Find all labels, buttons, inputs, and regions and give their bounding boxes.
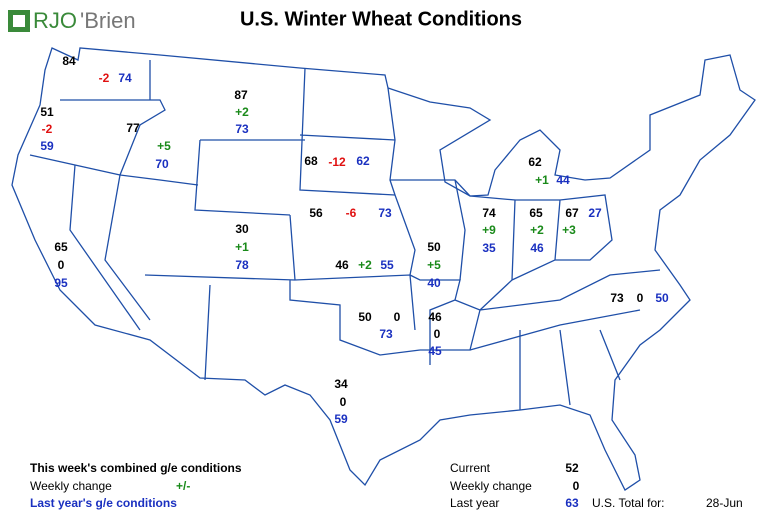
state-change: -12 [328, 155, 346, 169]
state-change: 0 [637, 291, 644, 305]
summary-label: Current [450, 461, 491, 475]
summary-label: Weekly change [450, 479, 532, 493]
state-last-year: 78 [235, 258, 249, 272]
logo-text: RJO [33, 8, 77, 33]
state-change: -2 [99, 71, 110, 85]
state-last-year: 44 [556, 173, 570, 187]
state-current: 51 [40, 105, 54, 119]
state-current: 65 [54, 240, 68, 254]
state-last-year: 50 [655, 291, 669, 305]
state-last-year: 45 [428, 344, 442, 358]
legend-current: This week's combined g/e conditions [30, 461, 242, 475]
state-last-year: 40 [427, 276, 441, 290]
state-current: 50 [427, 240, 441, 254]
state-border [60, 99, 199, 186]
logo: RJO 'Brien [8, 8, 136, 33]
legend-change-sign: +/- [176, 479, 190, 493]
state-change: 0 [340, 395, 347, 409]
state-last-year: 55 [380, 258, 394, 272]
summary-value: 63 [565, 496, 579, 510]
state-border [69, 164, 141, 331]
legend-last-year: Last year's g/e conditions [30, 496, 177, 510]
state-border [387, 87, 661, 410]
logo-icon-inner [13, 15, 25, 27]
outline [11, 47, 756, 491]
state-current: 87 [234, 88, 248, 102]
state-change: +2 [235, 105, 249, 119]
state-change: +1 [235, 240, 249, 254]
state-current: 62 [528, 155, 542, 169]
state-change: +5 [157, 139, 171, 153]
state-last-year: 73 [378, 206, 392, 220]
state-values: 84 -2 74 51 -2 59 77 +5 70 87 +2 73 68 -12 62 56 -6 73 30 +… [40, 54, 669, 426]
summary-label: U.S. Total for: [592, 496, 664, 510]
state-change: +2 [530, 223, 544, 237]
summary-value: 0 [573, 479, 580, 493]
state-last-year: 74 [118, 71, 132, 85]
state-current: 30 [235, 222, 249, 236]
state-change: 0 [394, 310, 401, 324]
state-current: 56 [309, 206, 323, 220]
logo-text: 'Brien [80, 8, 136, 33]
state-last-year: 27 [588, 206, 602, 220]
state-last-year: 59 [334, 412, 348, 426]
legend-change: Weekly change [30, 479, 112, 493]
state-last-year: 73 [379, 327, 393, 341]
state-last-year: 35 [482, 241, 496, 255]
state-current: 73 [610, 291, 624, 305]
state-change: 0 [58, 258, 65, 272]
state-last-year: 59 [40, 139, 54, 153]
state-border [144, 60, 481, 381]
state-current: 46 [335, 258, 349, 272]
title: U.S. Winter Wheat Conditions [240, 8, 522, 30]
state-change: 0 [434, 327, 441, 341]
state-current: 65 [529, 206, 543, 220]
state-current: 34 [334, 377, 348, 391]
state-current: 46 [428, 310, 442, 324]
state-last-year: 95 [54, 276, 68, 290]
state-current: 68 [304, 154, 318, 168]
state-change: +3 [562, 223, 576, 237]
summary-date: 28-Jun [706, 496, 743, 510]
state-current: 74 [482, 206, 496, 220]
state-last-year: 46 [530, 241, 544, 255]
state-change: +1 [535, 173, 549, 187]
state-current: 84 [62, 54, 76, 68]
state-current: 50 [358, 310, 372, 324]
state-change: +5 [427, 258, 441, 272]
state-last-year: 73 [235, 122, 249, 136]
summary-label: Last year [450, 496, 499, 510]
state-last-year: 70 [155, 157, 169, 171]
state-last-year: 62 [356, 154, 370, 168]
state-change: -2 [42, 122, 53, 136]
state-current: 67 [565, 206, 579, 220]
us-map [11, 47, 756, 491]
state-current: 77 [126, 121, 140, 135]
state-change: +9 [482, 223, 496, 237]
state-change: -6 [346, 206, 357, 220]
summary-value: 52 [565, 461, 579, 475]
state-change: +2 [358, 258, 372, 272]
